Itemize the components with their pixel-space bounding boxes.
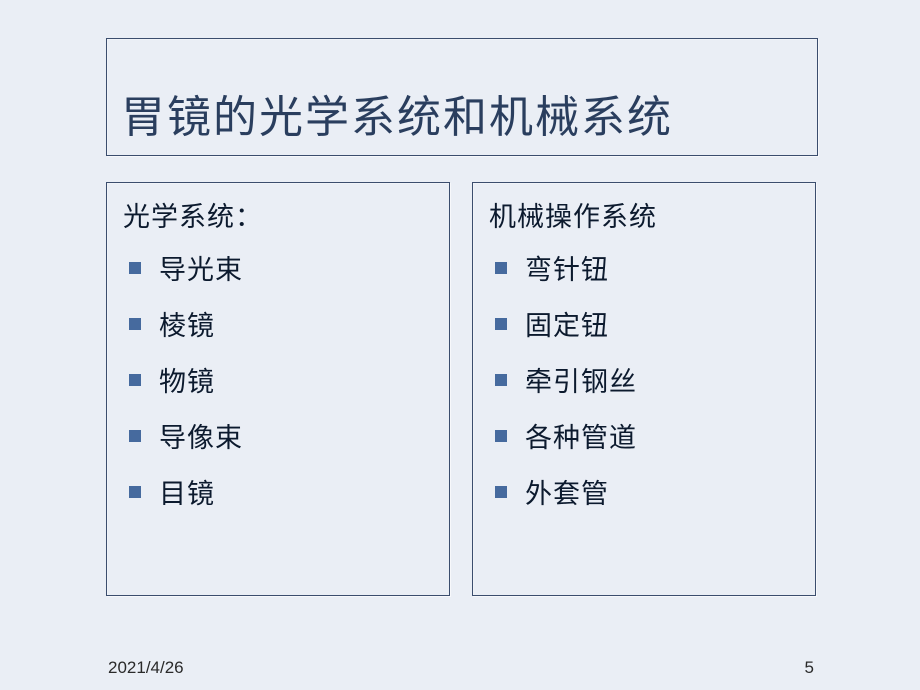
- left-content-box: 光学系统： 导光束 棱镜 物镜 导像束 目镜: [106, 182, 450, 596]
- list-item: 弯针钮: [489, 248, 799, 287]
- bullet-icon: [129, 430, 141, 442]
- right-bullet-list: 弯针钮 固定钮 牵引钢丝 各种管道 外套管: [489, 248, 799, 511]
- bullet-icon: [129, 486, 141, 498]
- list-item: 固定钮: [489, 304, 799, 343]
- bullet-icon: [129, 374, 141, 386]
- bullet-icon: [495, 486, 507, 498]
- bullet-icon: [495, 430, 507, 442]
- list-item: 各种管道: [489, 416, 799, 455]
- right-content-box: 机械操作系统 弯针钮 固定钮 牵引钢丝 各种管道 外套管: [472, 182, 816, 596]
- bullet-label: 导光束: [159, 248, 243, 287]
- bullet-label: 物镜: [159, 360, 215, 399]
- bullet-label: 导像束: [159, 416, 243, 455]
- bullet-icon: [129, 318, 141, 330]
- left-bullet-list: 导光束 棱镜 物镜 导像束 目镜: [123, 248, 433, 511]
- bullet-label: 外套管: [525, 472, 609, 511]
- right-heading: 机械操作系统: [489, 195, 799, 234]
- slide-title: 胃镜的光学系统和机械系统: [121, 81, 673, 145]
- list-item: 棱镜: [123, 304, 433, 343]
- bullet-label: 牵引钢丝: [525, 360, 637, 399]
- bullet-label: 各种管道: [525, 416, 637, 455]
- list-item: 外套管: [489, 472, 799, 511]
- left-heading: 光学系统：: [123, 195, 433, 234]
- list-item: 牵引钢丝: [489, 360, 799, 399]
- bullet-icon: [495, 262, 507, 274]
- list-item: 目镜: [123, 472, 433, 511]
- bullet-label: 固定钮: [525, 304, 609, 343]
- list-item: 物镜: [123, 360, 433, 399]
- footer-page-number: 5: [805, 658, 814, 678]
- bullet-icon: [495, 374, 507, 386]
- bullet-icon: [129, 262, 141, 274]
- bullet-label: 弯针钮: [525, 248, 609, 287]
- bullet-label: 目镜: [159, 472, 215, 511]
- footer-date: 2021/4/26: [108, 658, 184, 678]
- bullet-icon: [495, 318, 507, 330]
- title-container: 胃镜的光学系统和机械系统: [106, 38, 818, 156]
- list-item: 导像束: [123, 416, 433, 455]
- list-item: 导光束: [123, 248, 433, 287]
- bullet-label: 棱镜: [159, 304, 215, 343]
